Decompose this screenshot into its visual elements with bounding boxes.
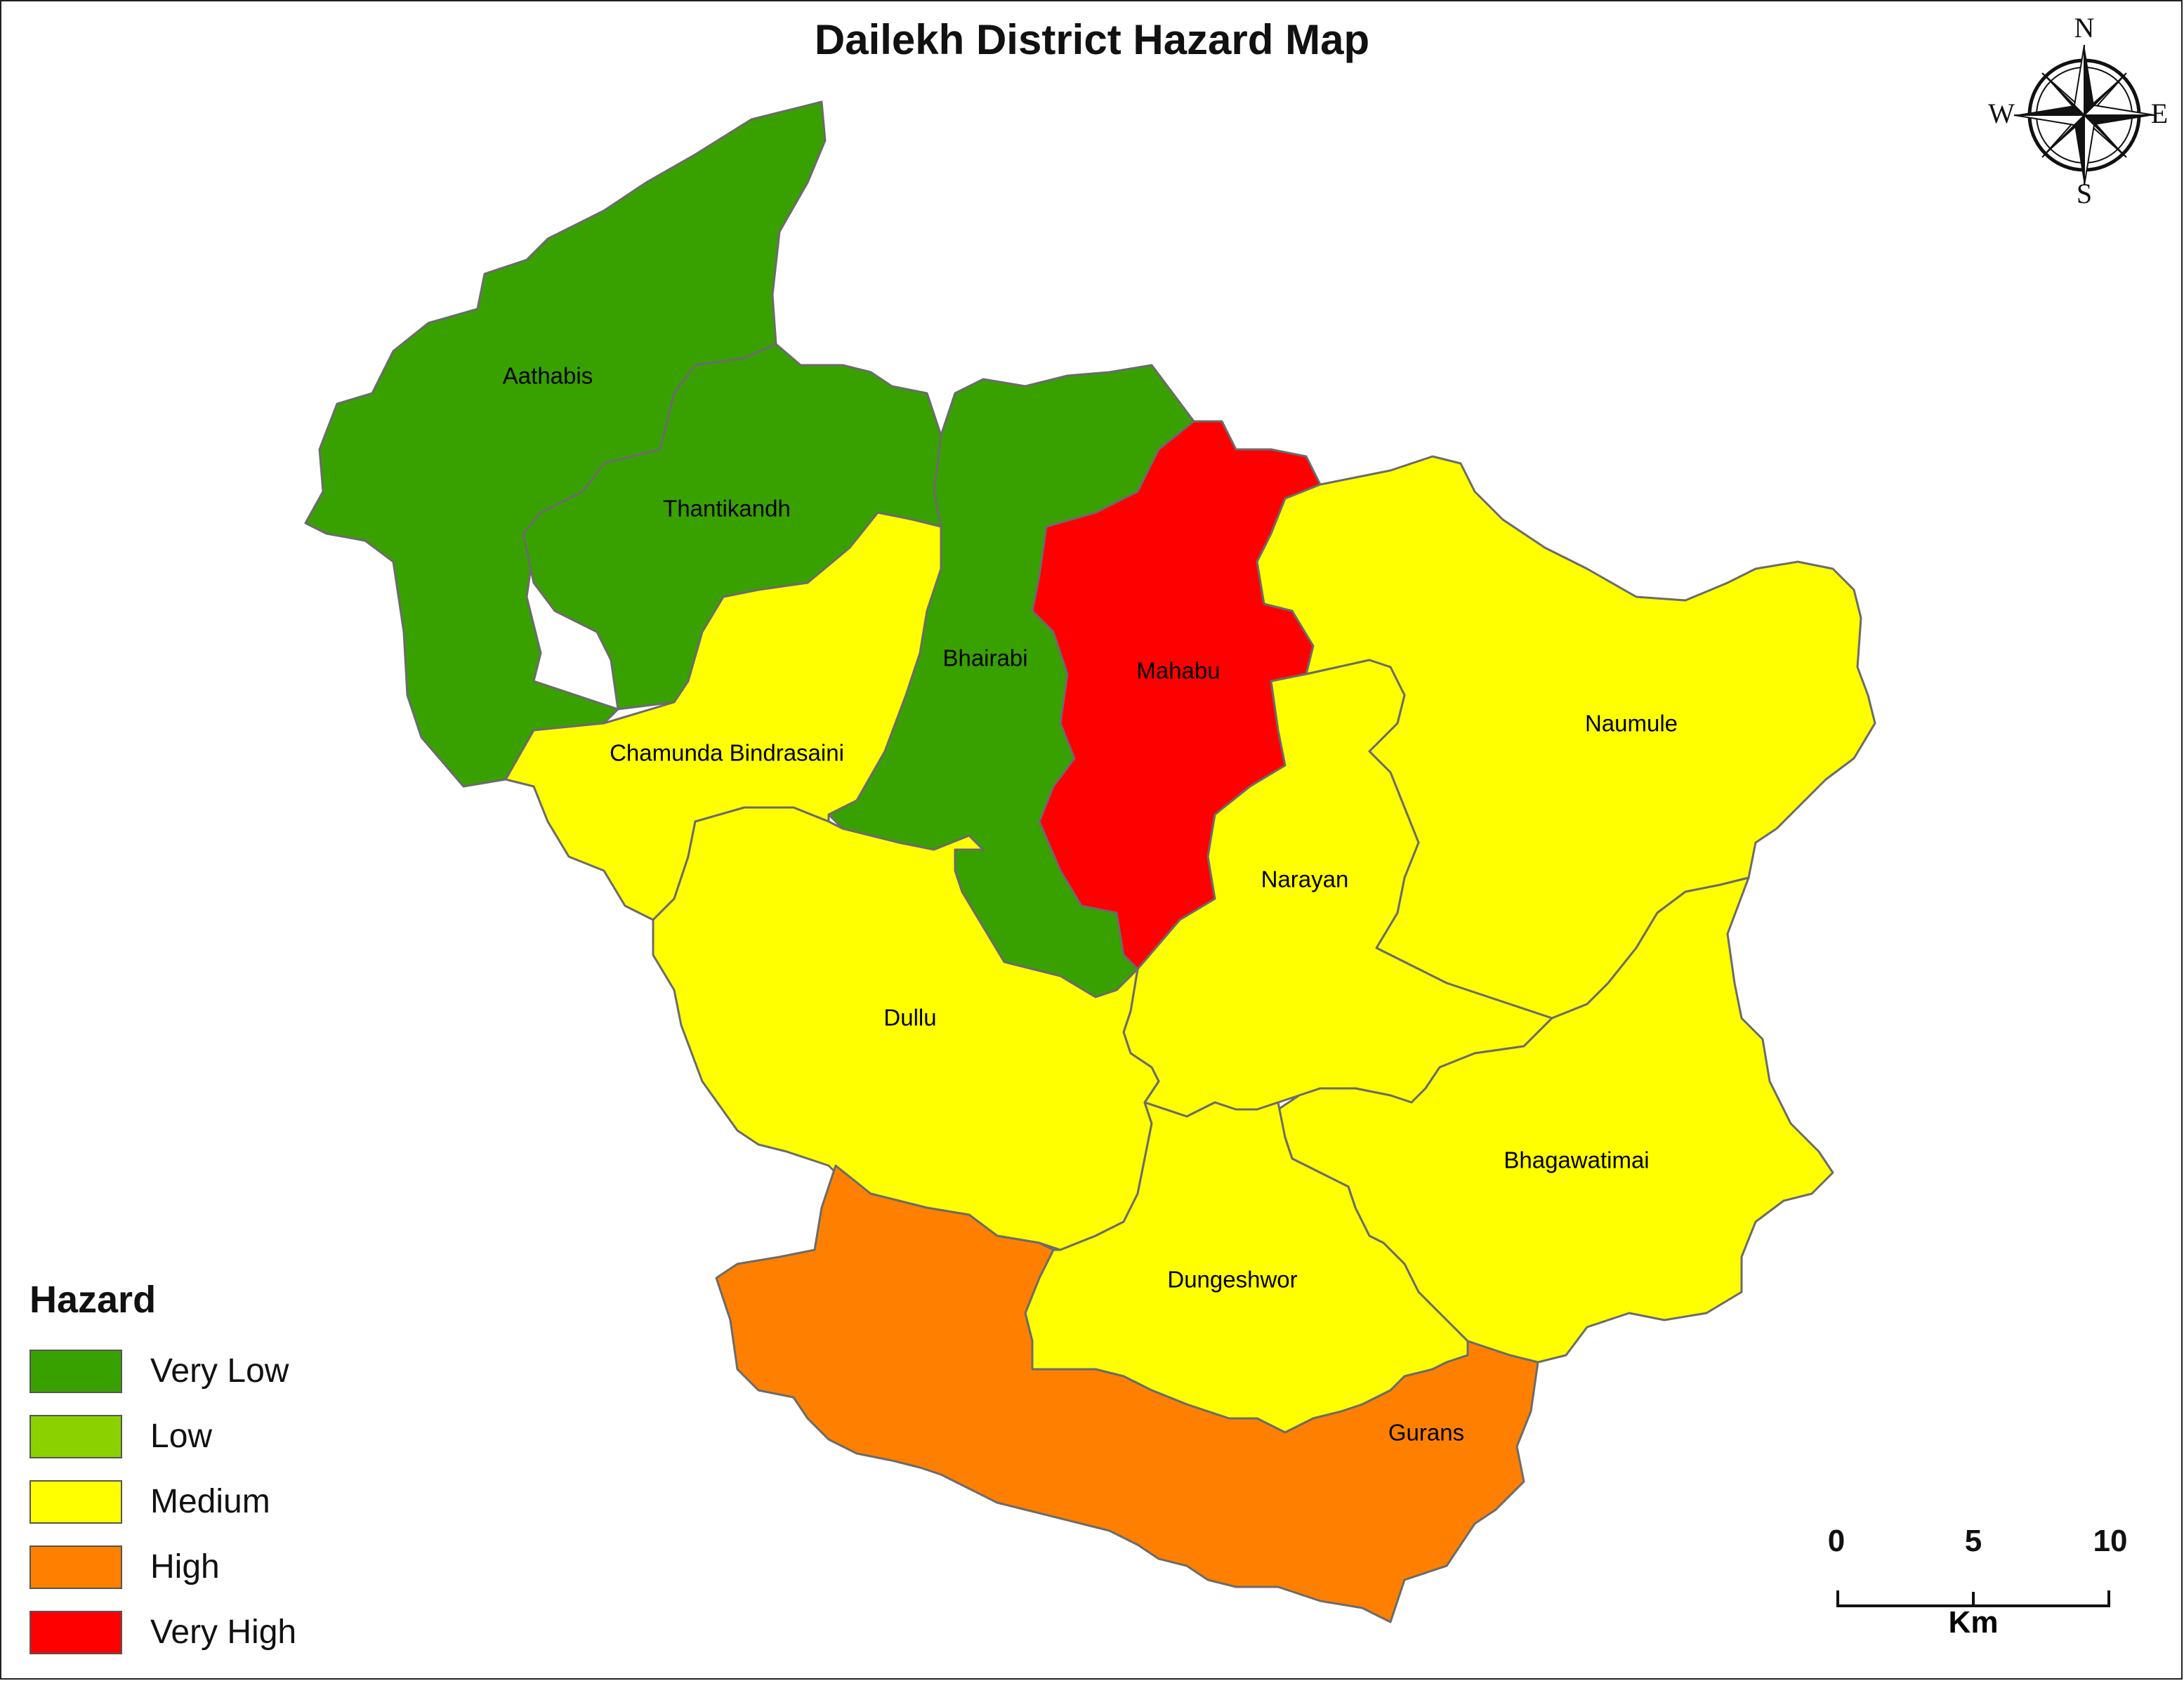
region-label-dungeshwor: Dungeshwor [1167,1267,1297,1293]
legend-item-very-low: Very Low [29,1338,296,1404]
legend-swatch-very-high [29,1610,122,1654]
region-label-thantikandh: Thantikandh [663,496,791,522]
scale-tick-5: 5 [1964,1524,1982,1558]
compass-south-label: S [2077,178,2092,205]
legend-title: Hazard [29,1279,157,1321]
region-label-bhairabi: Bhairabi [942,645,1027,671]
region-label-dullu: Dullu [883,1005,936,1031]
compass-east-label: E [2151,98,2168,129]
legend-swatch-very-low [29,1349,122,1393]
scale-bar: 0 5 10 Km [1819,1524,2149,1640]
region-label-bhagawatimai: Bhagawatimai [1504,1147,1649,1173]
legend-item-low: Low [29,1404,296,1469]
legend-label-medium: Medium [150,1483,270,1520]
legend-item-very-high: Very High [29,1600,296,1665]
region-label-gurans: Gurans [1388,1420,1464,1446]
legend-swatch-high [29,1545,122,1589]
legend-swatch-medium [29,1479,122,1524]
legend-label-low: Low [150,1418,213,1455]
scale-tick-10: 10 [2093,1524,2128,1558]
region-label-aathabis: Aathabis [503,363,593,389]
compass-west-label: W [1988,98,2015,129]
compass-north-label: N [2074,15,2095,44]
region-gurans[interactable] [715,1164,1539,1623]
scale-unit-label: Km [1948,1605,1999,1640]
region-label-naumule: Naumule [1585,711,1678,737]
region-label-chamunda-bindrasaini: Chamunda Bindrasaini [610,740,844,766]
region-bhagawatimai[interactable] [1277,876,1834,1364]
legend-item-medium: Medium [29,1469,296,1534]
scale-tick-0: 0 [1827,1524,1846,1558]
scale-bar-mid-tick [1972,1592,1975,1607]
map-title: Dailekh District Hazard Map [814,16,1370,63]
region-chamunda-bindrasaini[interactable] [504,511,942,921]
legend-swatch-low [29,1414,122,1458]
region-label-narayan: Narayan [1261,866,1349,892]
legend-label-very-high: Very High [150,1614,297,1651]
north-arrow-compass: N E S W [1988,15,2168,205]
legend: Hazard Very Low Low Medium High Very Hig… [29,1278,296,1665]
legend-label-high: High [150,1548,220,1586]
legend-label-very-low: Very Low [150,1352,289,1390]
region-label-mahabu: Mahabu [1136,658,1220,684]
legend-item-high: High [29,1534,296,1600]
